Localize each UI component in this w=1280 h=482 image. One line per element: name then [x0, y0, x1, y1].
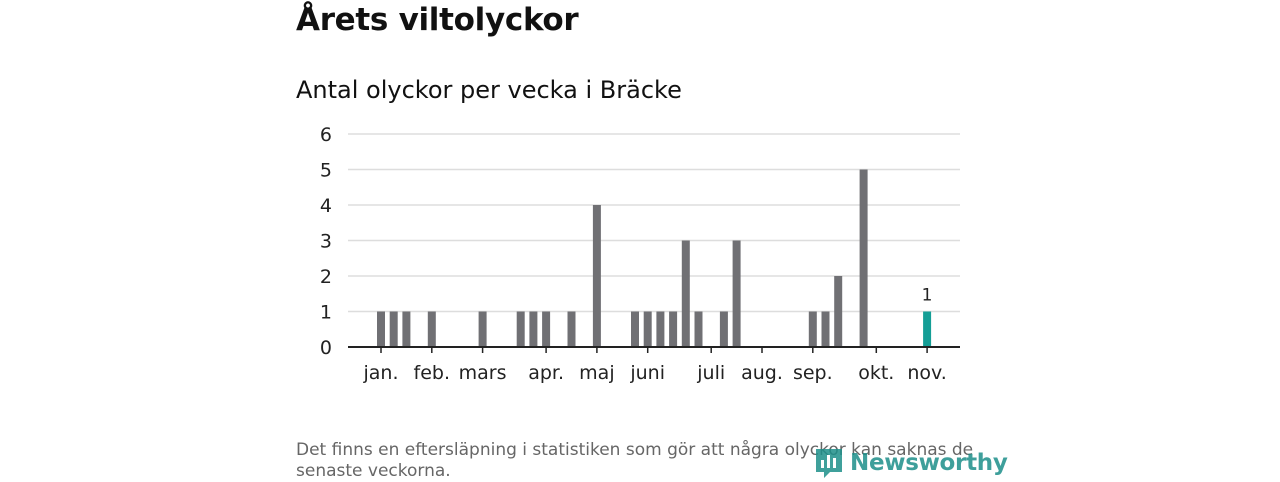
bar	[669, 311, 678, 347]
bar-chart: 0 1 2 3 4 5 6 jan. feb. mars apr. maj juni juli aug. s…	[320, 124, 960, 384]
bar	[567, 311, 576, 347]
y-tick-label: 5	[320, 160, 332, 182]
x-tick-label: juni	[629, 362, 665, 384]
bar	[808, 311, 817, 347]
bar	[516, 311, 525, 347]
bar	[427, 311, 436, 347]
y-axis-ticks: 0 1 2 3 4 5 6	[320, 124, 332, 359]
x-tick-label: nov.	[907, 362, 946, 384]
bar	[821, 311, 830, 347]
bar	[402, 311, 411, 347]
bar	[631, 311, 639, 347]
bar	[478, 311, 487, 347]
x-tick-label: okt.	[858, 362, 894, 384]
y-tick-label: 4	[320, 195, 332, 217]
footnote: Det finns en eftersläpning i statistiken…	[296, 440, 974, 481]
bar	[529, 311, 538, 347]
grid-lines	[348, 133, 960, 313]
chart-subtitle: Antal olyckor per vecka i Bräcke	[296, 76, 682, 104]
bar	[834, 276, 843, 347]
y-tick-label: 3	[320, 231, 332, 253]
bar	[377, 311, 385, 347]
bar	[643, 311, 652, 347]
bar	[656, 311, 665, 347]
y-tick-label: 2	[320, 266, 332, 288]
x-axis-ticks: jan. feb. mars apr. maj juni juli aug. sep. okt. n…	[362, 347, 947, 384]
y-tick-label: 0	[320, 337, 332, 359]
bar	[694, 311, 703, 347]
bar	[681, 240, 690, 347]
bar	[732, 240, 741, 347]
x-tick-label: jan.	[362, 362, 398, 384]
bars	[377, 169, 932, 347]
logo-text: Newsworthy	[850, 450, 1008, 476]
bar	[389, 311, 398, 347]
y-tick-label: 1	[320, 302, 332, 324]
x-tick-label: juli	[696, 362, 725, 384]
bar	[592, 205, 601, 347]
x-tick-label: mars	[459, 362, 507, 384]
x-tick-label: aug.	[741, 362, 783, 384]
x-tick-label: feb.	[414, 362, 450, 384]
newsworthy-logo: Newsworthy	[814, 446, 1008, 480]
bar	[719, 311, 728, 347]
chart-title: Årets viltolyckor	[296, 2, 579, 38]
x-tick-label: sep.	[793, 362, 833, 384]
x-tick-label: maj	[579, 362, 614, 384]
data-labels: 1	[922, 286, 933, 306]
bar-highlight	[923, 311, 932, 347]
bar	[859, 169, 868, 347]
y-tick-label: 6	[320, 124, 332, 146]
newsworthy-logo-icon	[816, 449, 842, 478]
x-tick-label: apr.	[528, 362, 564, 384]
bar	[542, 311, 551, 347]
data-label: 1	[922, 286, 933, 306]
